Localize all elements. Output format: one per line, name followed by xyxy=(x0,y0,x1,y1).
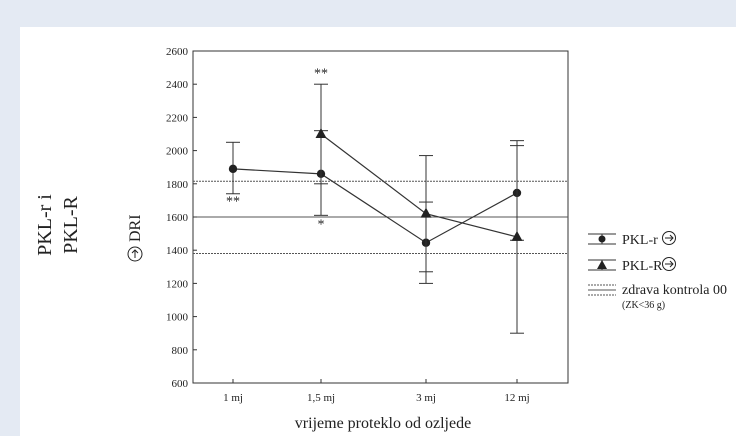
significance-marker: ** xyxy=(314,67,328,82)
data-point xyxy=(315,128,327,138)
y-tick-label: 1400 xyxy=(166,245,189,257)
legend-marker xyxy=(598,235,606,243)
data-point xyxy=(511,230,523,241)
y-axis-label-line-2: PKL-R xyxy=(60,195,82,253)
x-tick-label: 12 mj xyxy=(504,392,529,404)
legend-marker xyxy=(597,260,607,269)
y-tick-label: 2400 xyxy=(166,79,189,91)
y-axis-sub-label-text: DRI xyxy=(127,214,144,242)
significance-marker: ** xyxy=(226,194,240,209)
y-tick-label: 2200 xyxy=(166,112,189,124)
y-axis-sub-label: DRI xyxy=(127,214,144,262)
y-tick-label: 1600 xyxy=(166,212,189,224)
x-tick-label: 1 mj xyxy=(223,392,243,404)
y-tick-label: 2600 xyxy=(166,46,189,58)
legend-reference-label: zdrava kontrola 00 xyxy=(622,283,727,298)
x-axis-label: vrijeme proteklo od ozljede xyxy=(295,415,471,432)
data-point xyxy=(420,207,432,218)
direction-circle-icon xyxy=(662,257,676,271)
y-axis-label-line-1: PKL-r i xyxy=(34,194,56,256)
x-tick-label: 3 mj xyxy=(416,392,436,404)
significance-marker: * xyxy=(318,218,325,233)
y-tick-label: 1200 xyxy=(166,278,189,290)
y-tick-label: 800 xyxy=(172,345,189,357)
legend-reference-note: (ZK<36 g) xyxy=(622,300,665,311)
data-point xyxy=(228,164,238,174)
x-tick-label: 1,5 mj xyxy=(307,392,335,404)
y-tick-label: 1800 xyxy=(166,179,189,191)
y-tick-label: 2000 xyxy=(166,146,189,158)
legend-label: PKL-R xyxy=(622,259,663,274)
direction-circle-icon xyxy=(662,231,676,245)
arrow-right-icon xyxy=(665,234,674,242)
y-tick-label: 600 xyxy=(172,378,189,390)
y-tick-label: 1000 xyxy=(166,312,189,324)
arrow-right-icon xyxy=(665,260,674,268)
series-line-PKL-r xyxy=(232,168,518,244)
legend-label: PKL-r xyxy=(622,233,658,248)
arrow-right-icon xyxy=(131,249,139,258)
direction-circle-icon xyxy=(127,246,143,262)
